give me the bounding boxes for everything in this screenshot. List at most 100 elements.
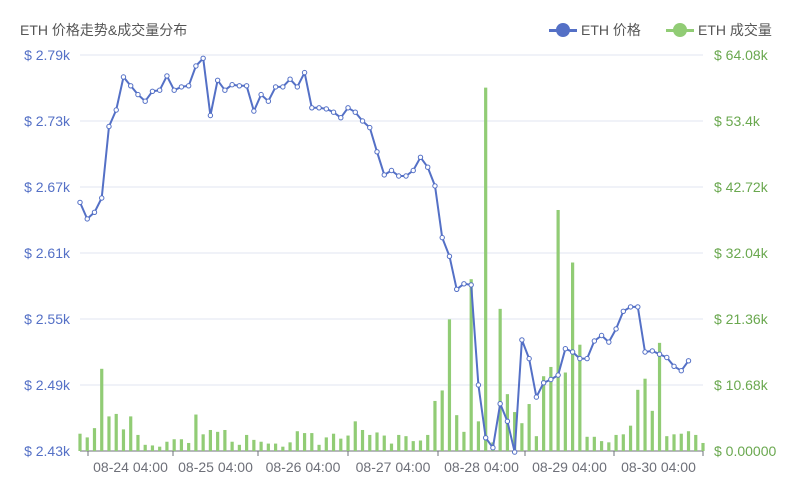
volume-bar [114, 413, 118, 451]
price-point [598, 332, 605, 339]
price-point [164, 73, 170, 79]
volume-bar [433, 400, 437, 451]
price-point [511, 449, 518, 455]
price-point [142, 98, 148, 104]
x-tick-label: 08-29 04:00 [532, 459, 607, 475]
y-left-tick-label: $ 2.67k [24, 179, 71, 195]
volume-bar [556, 209, 560, 451]
price-point [280, 84, 286, 90]
legend-item-price[interactable]: ETH 价格 [549, 20, 641, 40]
volume-bar [636, 389, 640, 451]
volume-bar [100, 368, 104, 451]
volume-bar [158, 446, 162, 451]
volume-bar [78, 433, 82, 451]
price-point [214, 77, 221, 84]
volume-bar [324, 437, 328, 451]
price-point [388, 167, 395, 174]
y-left-tick-label: $ 2.73k [24, 113, 71, 129]
price-point [338, 115, 344, 121]
price-point [243, 83, 250, 89]
price-point [540, 380, 547, 386]
volume-bar [455, 415, 459, 451]
volume-bar [353, 421, 357, 451]
price-point [301, 69, 308, 76]
price-point [272, 84, 279, 90]
volume-bar [281, 446, 285, 451]
left-axis-labels: $ 2.43k $ 2.49k $ 2.55k $ 2.61k $ 2.67k $ 2.7… [24, 47, 71, 459]
volume-bar [172, 439, 176, 451]
legend-item-volume[interactable]: ETH 成交量 [666, 20, 772, 40]
volume-bar [216, 431, 220, 451]
price-point [446, 253, 453, 259]
legend-volume-swatch-icon [666, 23, 694, 37]
price-point [84, 216, 90, 222]
volume-bar [179, 439, 184, 451]
volume-bar [404, 436, 408, 451]
volume-bar [469, 279, 473, 451]
price-point [207, 112, 214, 119]
price-point [352, 109, 358, 115]
volume-bar [498, 308, 502, 451]
price-point [403, 173, 409, 179]
price-point [381, 172, 387, 178]
price-point [77, 199, 83, 206]
price-point [106, 123, 112, 130]
volume-bar [259, 441, 263, 451]
chart-title: ETH 价格走势&成交量分布 [20, 22, 188, 38]
price-point [671, 363, 677, 369]
y-right-tick-label: $ 32.04k [714, 245, 769, 261]
volume-bars [78, 87, 705, 451]
volume-bar [672, 434, 676, 451]
volume-bar [650, 410, 654, 451]
price-point [410, 167, 416, 174]
price-point [316, 105, 322, 111]
price-point [453, 286, 460, 292]
volume-bar [230, 441, 234, 451]
volume-bar [121, 429, 126, 451]
price-point [396, 173, 402, 179]
volume-bar [208, 429, 212, 451]
price-point [113, 107, 119, 113]
price-point [664, 354, 670, 361]
volume-bar [245, 434, 249, 451]
volume-bar [607, 442, 611, 451]
volume-bar [592, 436, 596, 451]
price-point [200, 55, 206, 61]
price-point [156, 87, 163, 93]
volume-bar [92, 428, 97, 451]
price-line-series [77, 55, 692, 455]
volume-bar [302, 433, 307, 451]
y-right-tick-label: $ 21.36k [714, 311, 769, 327]
price-point [526, 355, 532, 362]
volume-bar [107, 416, 111, 451]
volume-bar [382, 435, 386, 451]
price-point [562, 346, 569, 352]
price-point [185, 83, 192, 89]
price-point [533, 394, 540, 400]
price-point [656, 351, 663, 357]
volume-bar [599, 441, 604, 451]
price-point [135, 91, 141, 98]
y-right-tick-label: $ 0.00000 [714, 443, 776, 459]
price-point [613, 326, 619, 332]
price-point [149, 88, 156, 95]
price-point [171, 87, 177, 93]
price-point [417, 154, 424, 161]
price-point [569, 349, 576, 355]
volume-bar [165, 441, 169, 451]
price-point [642, 349, 648, 355]
price-point [649, 348, 655, 354]
volume-bar [85, 437, 89, 451]
price-point [504, 418, 511, 424]
volume-bar [194, 414, 198, 451]
price-point [229, 82, 235, 88]
price-point [120, 74, 127, 80]
price-point [482, 435, 489, 441]
price-point [91, 209, 98, 216]
right-axis-labels: $ 0.00000 $ 10.68k $ 21.36k $ 32.04k $ 42.72… [714, 47, 776, 459]
price-point [309, 105, 315, 111]
volume-bar [368, 434, 372, 451]
volume-bar [628, 425, 633, 451]
volume-bar [331, 433, 336, 451]
